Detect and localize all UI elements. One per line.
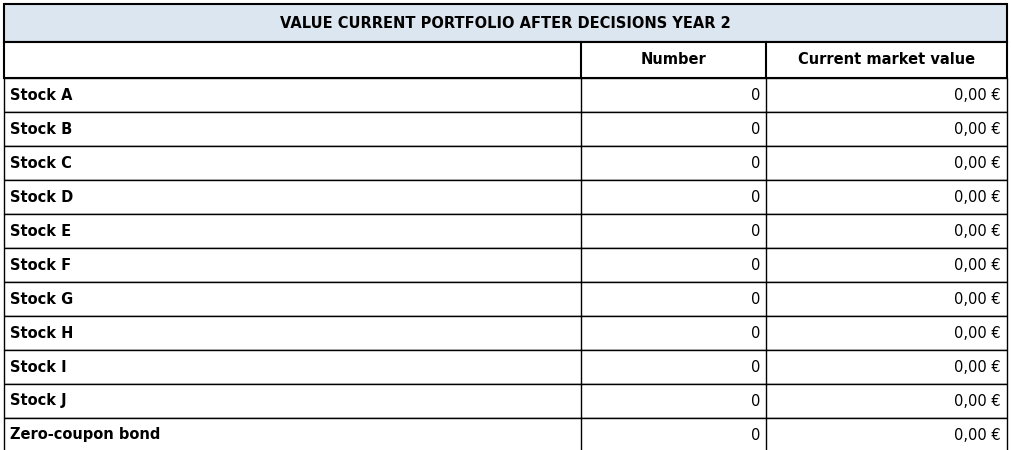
Bar [4,112,1007,146]
Bar [4,4,1007,42]
Text: 0: 0 [751,87,760,103]
Text: 0,00 €: 0,00 € [954,224,1001,239]
Text: 0: 0 [751,189,760,204]
Text: Stock H: Stock H [10,325,74,341]
Text: VALUE CURRENT PORTFOLIO AFTER DECISIONS YEAR 2: VALUE CURRENT PORTFOLIO AFTER DECISIONS … [280,15,731,31]
Text: 0: 0 [751,393,760,409]
Text: 0,00 €: 0,00 € [954,87,1001,103]
Text: 0: 0 [751,292,760,306]
Text: 0: 0 [751,156,760,171]
Bar [4,214,1007,248]
Text: 0,00 €: 0,00 € [954,325,1001,341]
Text: 0,00 €: 0,00 € [954,257,1001,273]
Text: 0,00 €: 0,00 € [954,292,1001,306]
Text: 0,00 €: 0,00 € [954,428,1001,442]
Text: Stock E: Stock E [10,224,71,239]
Text: 0: 0 [751,257,760,273]
Bar [4,350,1007,384]
Text: 0,00 €: 0,00 € [954,360,1001,374]
Bar [4,418,1007,450]
Text: 0: 0 [751,224,760,239]
Bar [4,248,1007,282]
Text: 0: 0 [751,325,760,341]
Bar [4,42,1007,78]
Text: Stock B: Stock B [10,122,72,136]
Bar [4,282,1007,316]
Text: Stock A: Stock A [10,87,73,103]
Bar [4,384,1007,418]
Text: 0: 0 [751,360,760,374]
Text: Stock C: Stock C [10,156,72,171]
Text: Current market value: Current market value [798,53,976,68]
Text: 0,00 €: 0,00 € [954,122,1001,136]
Text: 0,00 €: 0,00 € [954,393,1001,409]
Text: 0: 0 [751,122,760,136]
Bar [4,78,1007,112]
Text: Stock J: Stock J [10,393,67,409]
Text: Zero-coupon bond: Zero-coupon bond [10,428,161,442]
Text: Stock G: Stock G [10,292,73,306]
Text: Stock D: Stock D [10,189,73,204]
Text: 0,00 €: 0,00 € [954,156,1001,171]
Text: Number: Number [641,53,707,68]
Text: Stock I: Stock I [10,360,67,374]
Bar [4,180,1007,214]
Text: 0: 0 [751,428,760,442]
Text: Stock F: Stock F [10,257,71,273]
Text: 0,00 €: 0,00 € [954,189,1001,204]
Bar [4,316,1007,350]
Bar [4,146,1007,180]
